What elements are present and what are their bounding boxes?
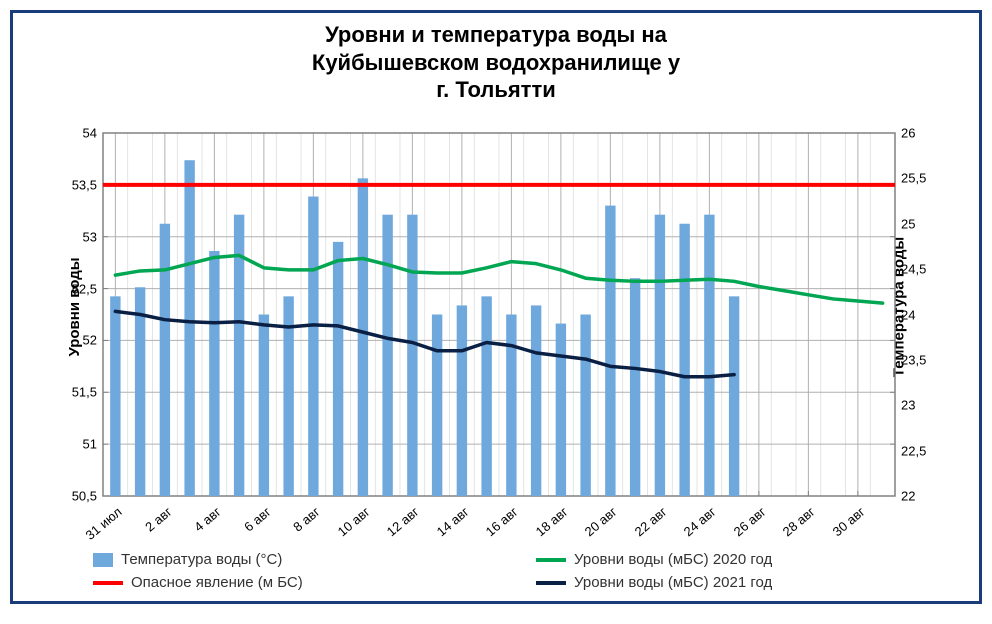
x-tick: 6 авг: [241, 504, 273, 535]
legend-label: Уровни воды (мБС) 2020 год: [574, 551, 772, 568]
legend-label: Уровни воды (мБС) 2021 год: [574, 574, 772, 591]
x-tick: 22 авг: [632, 504, 670, 539]
legend-item-danger: Опасное явление (м БС): [93, 574, 506, 591]
legend-label: Температура воды (°С): [121, 551, 282, 568]
title-line-2: Куйбышевском водохранилище у: [53, 49, 939, 77]
title-line-1: Уровни и температура воды на: [53, 21, 939, 49]
x-tick: 4 авг: [192, 504, 224, 535]
x-tick: 24 авг: [681, 504, 719, 539]
legend-swatch-line: [93, 581, 123, 585]
y-right-tick: 24: [901, 307, 915, 322]
y-right-tick: 22,5: [901, 443, 926, 458]
x-tick: 10 авг: [335, 504, 373, 539]
y-left-tick: 51: [83, 437, 97, 452]
x-tick: 18 авг: [533, 504, 571, 539]
x-tick: 30 авг: [830, 504, 868, 539]
x-tick: 12 авг: [384, 504, 422, 539]
y-left-tick: 51,5: [72, 385, 97, 400]
legend-swatch-line: [536, 581, 566, 585]
y-right-tick: 25: [901, 216, 915, 231]
x-tick: 28 авг: [780, 504, 818, 539]
x-tick: 8 авг: [291, 504, 323, 535]
legend-label: Опасное явление (м БС): [131, 574, 303, 591]
y-right-tick: 23,5: [901, 352, 926, 367]
x-tick: 26 авг: [731, 504, 769, 539]
legend-swatch-bar: [93, 553, 113, 567]
legend-item-temp: Температура воды (°С): [93, 551, 506, 568]
y-right-tick: 25,5: [901, 171, 926, 186]
y-left-tick: 53,5: [72, 177, 97, 192]
legend-item-level2020: Уровни воды (мБС) 2020 год: [536, 551, 949, 568]
plot-area: 50,55151,55252,55353,5542222,52323,52424…: [103, 133, 895, 496]
x-tick: 20 авг: [582, 504, 620, 539]
y-right-tick: 24,5: [901, 262, 926, 277]
x-tick: 16 авг: [483, 504, 521, 539]
x-tick: 31 июл: [83, 504, 125, 543]
y-left-axis-label: Уровни воды: [66, 257, 83, 356]
y-left-tick: 52,5: [72, 281, 97, 296]
x-tick: 2 авг: [142, 504, 174, 535]
legend-item-level2021: Уровни воды (мБС) 2021 год: [536, 574, 949, 591]
legend: Температура воды (°С) Уровни воды (мБС) 2…: [93, 551, 949, 591]
legend-swatch-line: [536, 558, 566, 562]
y-left-tick: 54: [83, 126, 97, 141]
chart-title: Уровни и температура воды на Куйбышевско…: [13, 13, 979, 108]
chart-svg: [103, 133, 895, 496]
x-tick: 14 авг: [434, 504, 472, 539]
y-left-tick: 50,5: [72, 489, 97, 504]
y-right-tick: 22: [901, 489, 915, 504]
y-right-tick: 26: [901, 126, 915, 141]
y-left-tick: 53: [83, 229, 97, 244]
y-right-tick: 23: [901, 398, 915, 413]
y-left-tick: 52: [83, 333, 97, 348]
chart-container: Уровни и температура воды на Куйбышевско…: [10, 10, 982, 604]
title-line-3: г. Тольятти: [53, 76, 939, 104]
